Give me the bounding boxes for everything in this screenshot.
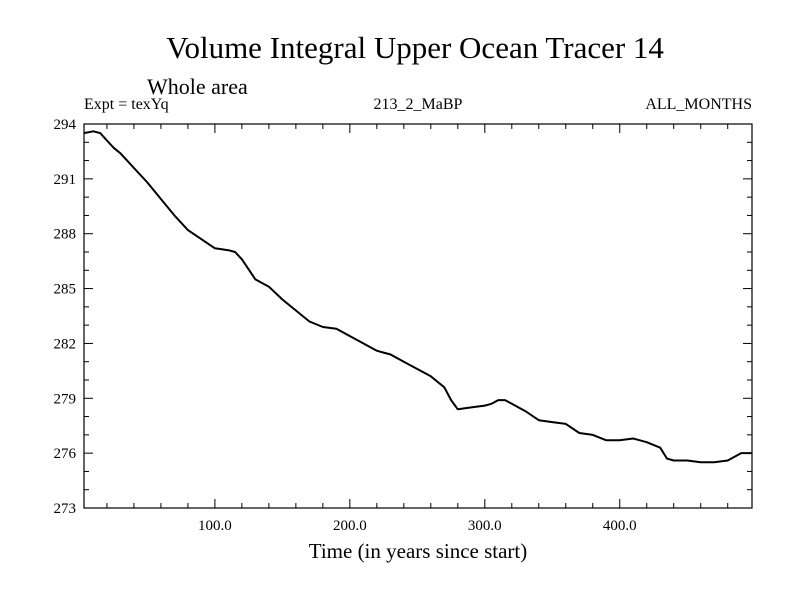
y-tick-label: 285 [54, 282, 77, 298]
y-tick-label: 288 [54, 227, 77, 243]
y-tick-label: 279 [54, 391, 77, 407]
y-tick-label: 273 [54, 501, 77, 517]
run-label: 213_2_MaBP [374, 96, 463, 113]
y-tick-label: 276 [54, 446, 77, 462]
experiment-label: Expt = texYq [84, 96, 169, 113]
y-tick-label: 291 [54, 172, 77, 188]
chart-subtitle: Whole area [147, 74, 248, 99]
series-line [83, 130, 752, 464]
chart-title: Volume Integral Upper Ocean Tracer 14 [166, 30, 664, 65]
x-tick-label: 100.0 [198, 518, 232, 534]
y-tick-label: 294 [54, 117, 77, 133]
x-axis-label: Time (in years since start) [309, 539, 528, 563]
y-tick-label: 282 [54, 336, 77, 352]
plot-frame [83, 123, 753, 509]
axis-ticks [84, 123, 752, 509]
axis-tick-labels: 100.0 200.0 300.0 400.0 273 276 279 282 285 288 29… [54, 117, 637, 534]
x-tick-label: 400.0 [603, 518, 637, 534]
months-label: ALL_MONTHS [645, 96, 752, 113]
x-tick-label: 300.0 [468, 518, 502, 534]
x-tick-label: 200.0 [333, 518, 367, 534]
plot-area: 100.0 200.0 300.0 400.0 273 276 279 282 285 288 29… [54, 117, 753, 534]
